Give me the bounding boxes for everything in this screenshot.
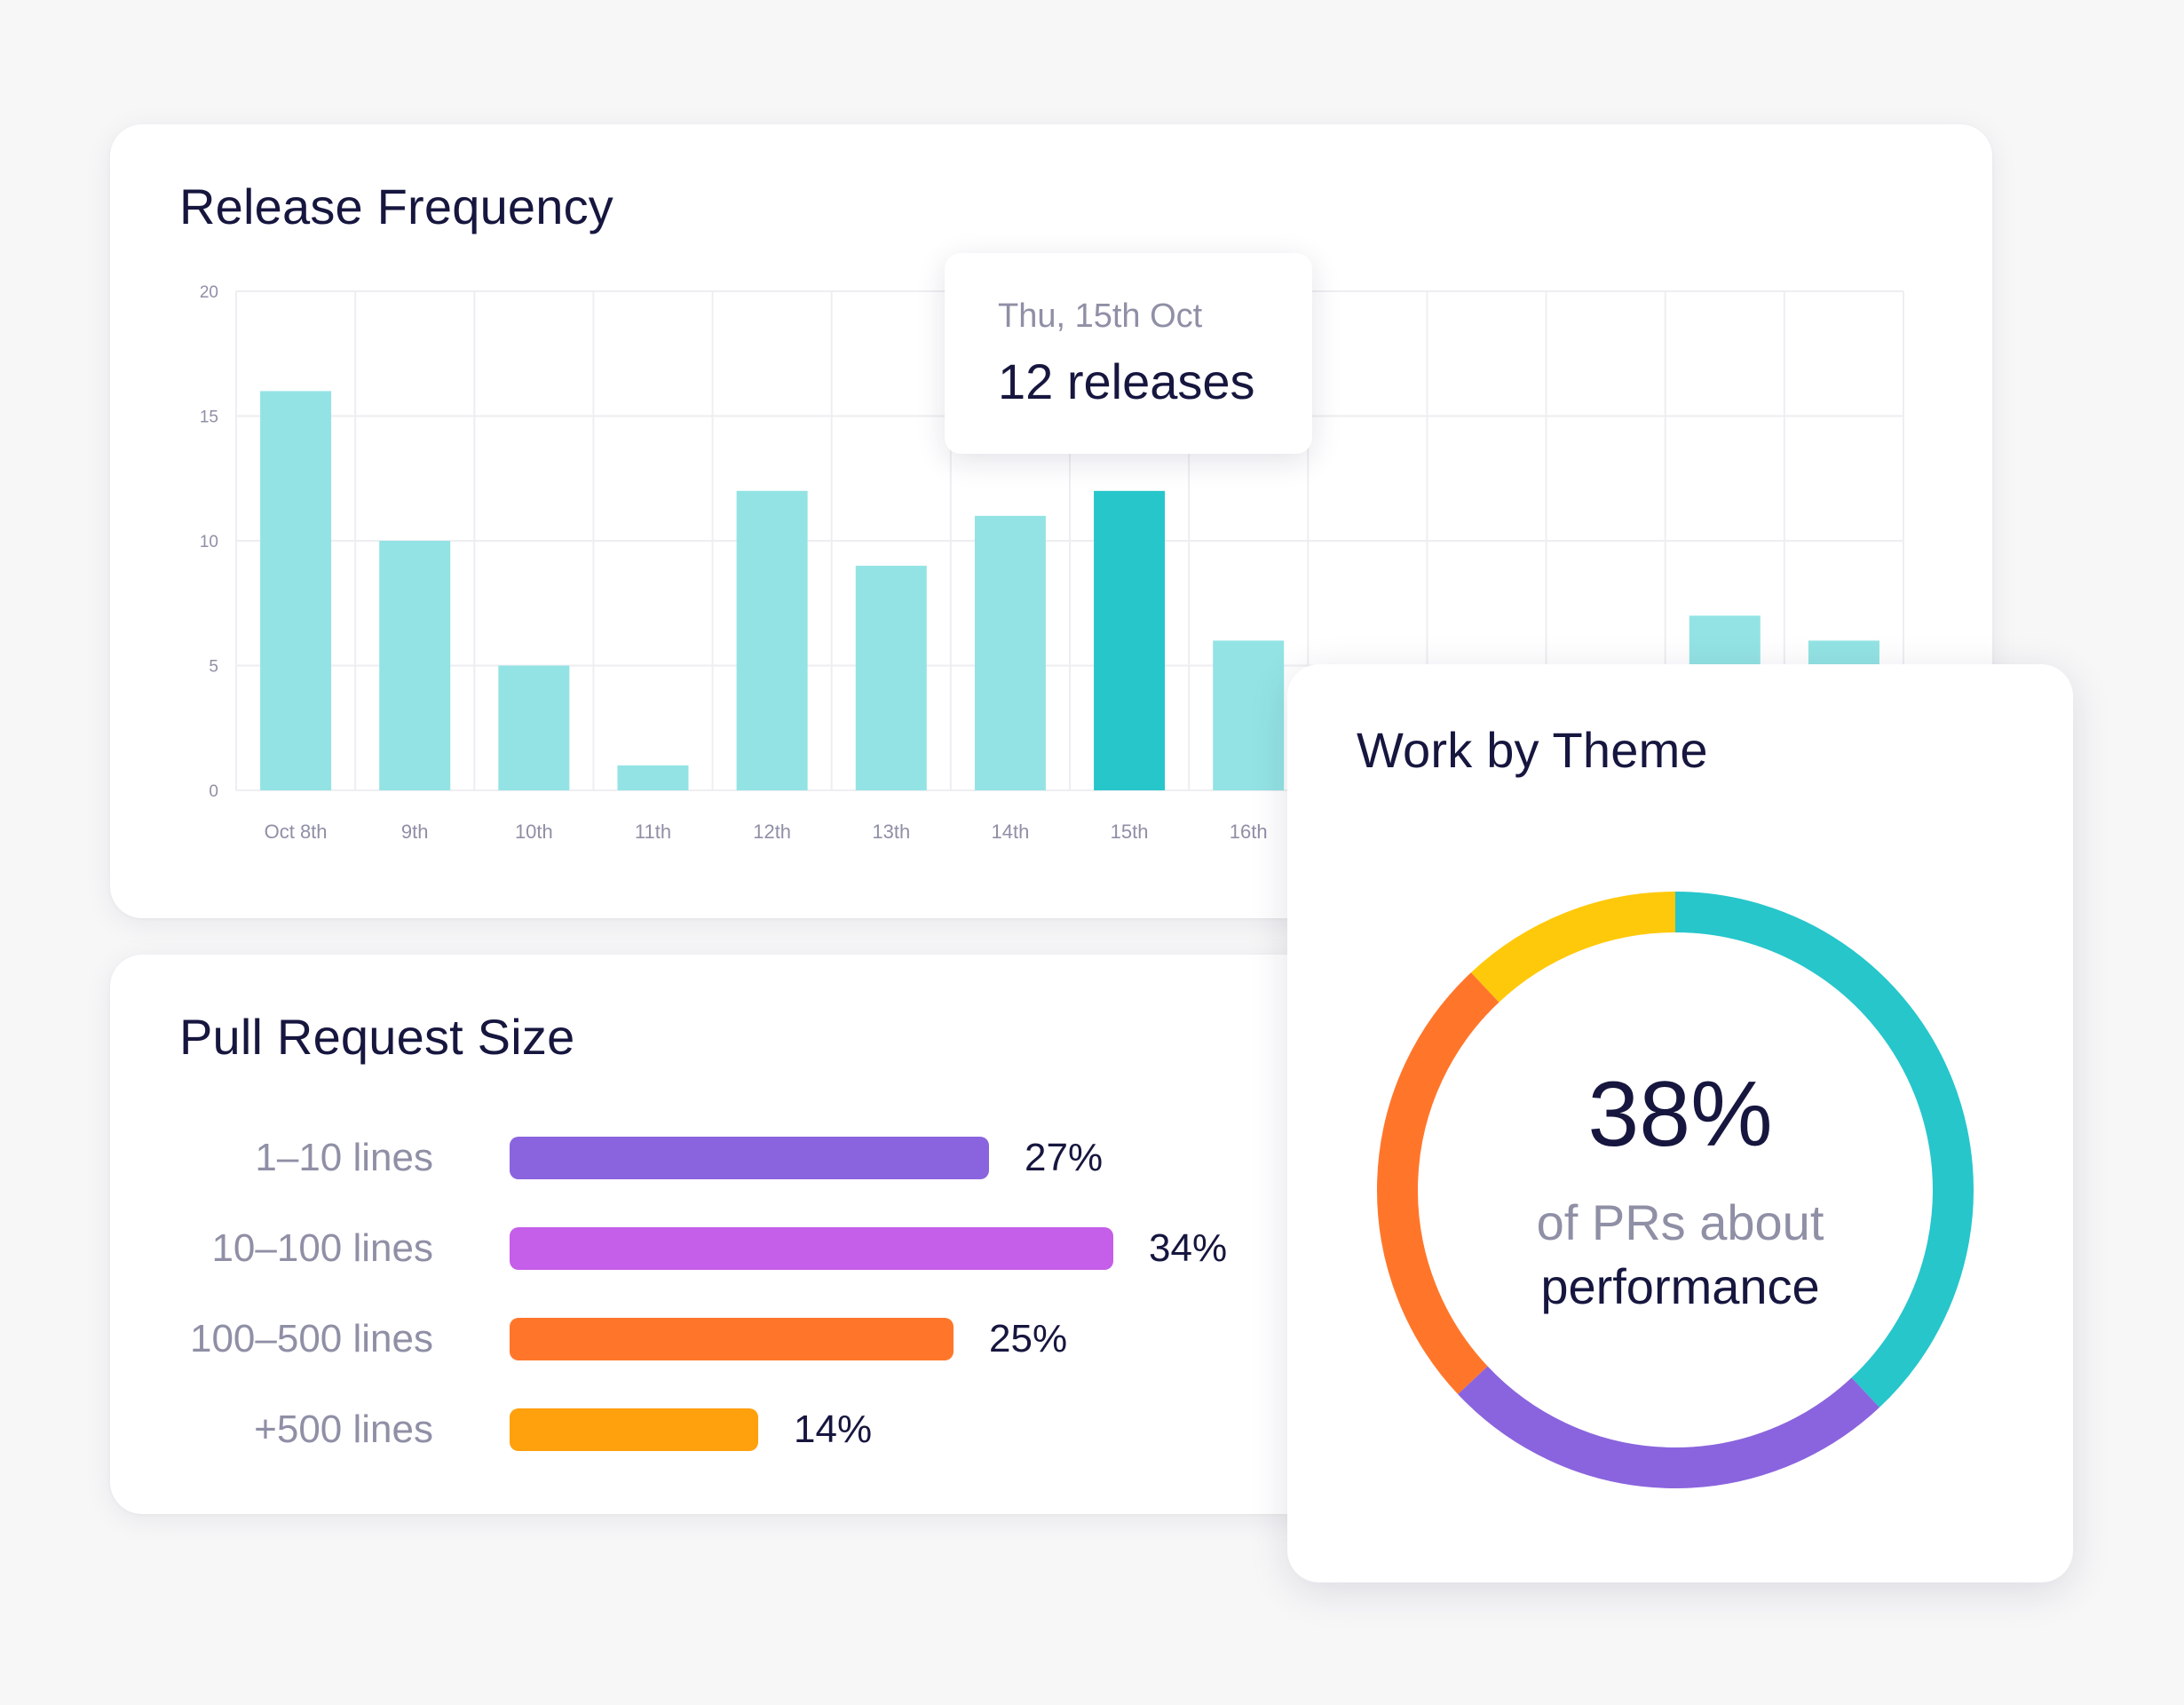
bar[interactable]	[1213, 640, 1285, 790]
chart-tooltip: Thu, 15th Oct 12 releases	[945, 253, 1312, 454]
pr-size-label: 10–100 lines	[211, 1226, 433, 1270]
pull-request-size-card: Pull Request Size 1–10 lines 27% 10–100 …	[110, 955, 1389, 1514]
pr-size-value: 14%	[794, 1408, 873, 1451]
donut-slice[interactable]	[1470, 892, 1676, 1003]
y-tick-label: 15	[200, 408, 218, 427]
bar[interactable]	[1094, 490, 1166, 790]
release-frequency-title: Release Frequency	[179, 178, 613, 234]
donut-caption-theme: performance	[1540, 1258, 1820, 1314]
donut-caption: of PRs about	[1536, 1194, 1824, 1250]
work-by-theme-donut	[1377, 892, 1974, 1488]
pr-size-bar	[510, 1318, 954, 1360]
donut-slice[interactable]	[1377, 972, 1500, 1394]
pr-size-row: 10–100 lines 34%	[110, 1227, 1389, 1270]
tooltip-date: Thu, 15th Oct	[998, 297, 1203, 335]
pull-request-size-title: Pull Request Size	[179, 1009, 575, 1065]
y-tick-label: 0	[209, 782, 218, 801]
pr-size-bar	[510, 1408, 758, 1451]
x-tick-label: 10th	[515, 821, 553, 843]
donut-slice[interactable]	[1458, 1366, 1879, 1488]
pr-size-label: 100–500 lines	[189, 1317, 433, 1360]
x-tick-label: 12th	[753, 821, 791, 843]
bar[interactable]	[736, 490, 808, 790]
bar[interactable]	[260, 391, 332, 790]
x-tick-label: Oct 8th	[265, 821, 328, 843]
donut-slice[interactable]	[1674, 892, 1974, 1408]
pr-size-bar	[510, 1227, 1113, 1270]
release-frequency-card: Release Frequency 0 5 10 15 20 Oct 8th 9th 10th…	[110, 124, 1992, 918]
work-by-theme-card: Work by Theme 38% of PRs about performan…	[1287, 664, 2073, 1582]
bar[interactable]	[855, 566, 927, 790]
x-tick-label: 11th	[635, 821, 671, 843]
x-tick-label: 14th	[992, 821, 1030, 843]
y-tick-label: 10	[200, 533, 218, 551]
pr-size-row: 100–500 lines 25%	[110, 1318, 1389, 1360]
bar[interactable]	[617, 765, 689, 790]
y-tick-label: 5	[209, 658, 218, 677]
bar[interactable]	[974, 515, 1046, 790]
tooltip-value: 12 releases	[998, 353, 1255, 409]
pr-size-value: 25%	[989, 1317, 1068, 1360]
x-tick-label: 9th	[401, 821, 429, 843]
work-by-theme-title: Work by Theme	[1357, 722, 1708, 778]
pr-size-label: +500 lines	[254, 1408, 433, 1451]
x-tick-label: 15th	[1111, 821, 1149, 843]
bar[interactable]	[498, 665, 570, 791]
bar[interactable]	[379, 541, 451, 790]
donut-center-value: 38%	[1587, 1063, 1773, 1166]
pr-size-label: 1–10 lines	[255, 1136, 433, 1179]
x-tick-label: 16th	[1230, 821, 1268, 843]
pr-size-value: 27%	[1025, 1136, 1104, 1179]
pr-size-row: +500 lines 14%	[110, 1408, 1389, 1451]
y-tick-label: 20	[200, 283, 218, 302]
x-tick-label: 13th	[872, 821, 910, 843]
pr-size-bar	[510, 1137, 989, 1179]
pr-size-value: 34%	[1149, 1226, 1228, 1270]
pr-size-row: 1–10 lines 27%	[110, 1137, 1389, 1179]
